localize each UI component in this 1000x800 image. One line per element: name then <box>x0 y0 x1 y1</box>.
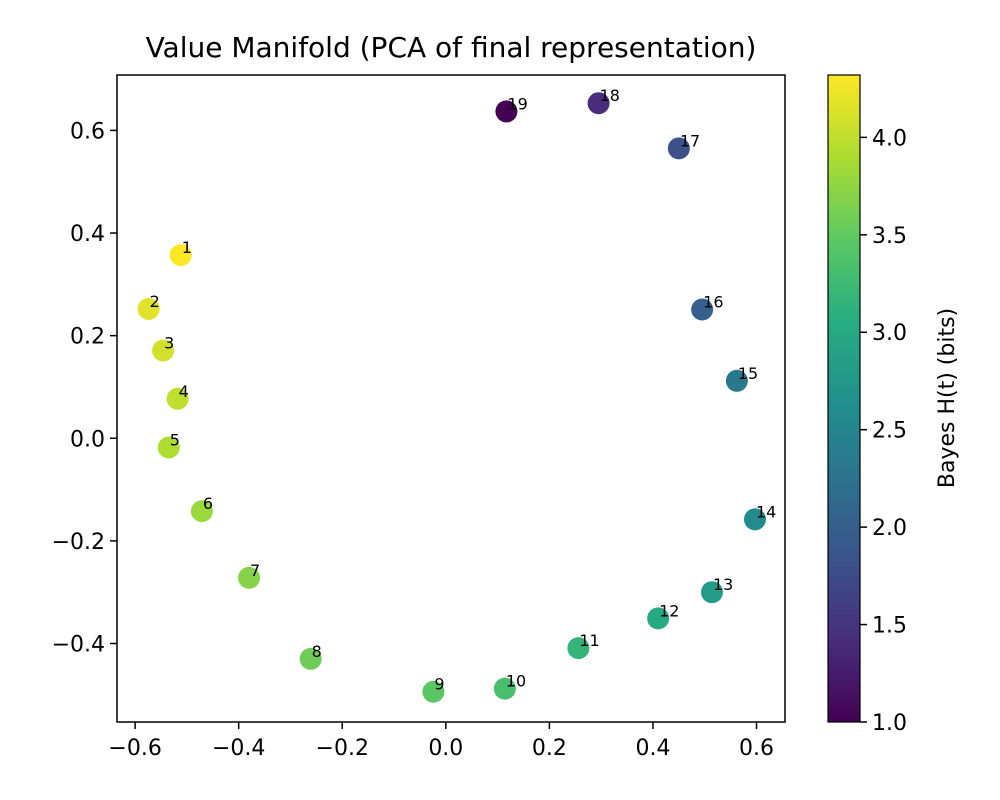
data-point-1 <box>169 244 192 267</box>
point-label-11: 11 <box>579 631 599 650</box>
data-point-6 <box>190 500 213 523</box>
y-tick-label: 0.2 <box>70 325 105 350</box>
colorbar-tick-label: 2.0 <box>872 516 907 541</box>
point-label-4: 4 <box>179 382 189 401</box>
x-tick-label: 0.2 <box>532 736 567 761</box>
point-label-13: 13 <box>713 575 733 594</box>
point-label-10: 10 <box>506 672 526 691</box>
point-label-14: 14 <box>756 502 776 521</box>
data-point-11 <box>567 637 590 660</box>
point-label-15: 15 <box>738 364 758 383</box>
point-label-7: 7 <box>250 561 260 580</box>
x-axis: −0.6 −0.4 −0.2 0.0 0.2 0.4 0.6 <box>108 722 774 761</box>
data-point-15 <box>725 369 748 392</box>
data-point-8 <box>299 647 322 670</box>
chart-title: Value Manifold (PCA of final representat… <box>146 31 757 64</box>
colorbar-tick-label: 4.0 <box>872 126 907 151</box>
point-label-18: 18 <box>600 86 620 105</box>
data-point-12 <box>647 607 670 630</box>
data-point-3 <box>152 339 175 362</box>
x-tick-label: −0.4 <box>212 736 265 761</box>
y-tick-label: −0.2 <box>52 530 105 555</box>
point-label-9: 9 <box>434 675 444 694</box>
data-point-10 <box>493 677 516 700</box>
x-tick-label: 0.4 <box>635 736 670 761</box>
plot-frame <box>116 74 786 723</box>
point-label-19: 19 <box>507 94 527 113</box>
point-label-12: 12 <box>659 601 679 620</box>
y-tick-label: −0.4 <box>52 632 105 657</box>
data-point-18 <box>587 92 610 115</box>
colorbar-tick-label: 3.0 <box>872 321 907 346</box>
x-tick-label: −0.6 <box>108 736 161 761</box>
y-axis: −0.4 −0.2 0.0 0.2 0.4 0.6 <box>52 119 117 657</box>
colorbar-tick-label: 1.5 <box>872 614 907 639</box>
y-tick-label: 0.0 <box>70 427 105 452</box>
point-label-2: 2 <box>150 292 160 311</box>
point-label-6: 6 <box>203 494 213 513</box>
data-point-16 <box>691 298 714 321</box>
point-label-17: 17 <box>680 131 700 150</box>
data-point-13 <box>700 581 723 604</box>
data-point-14 <box>743 508 766 531</box>
x-tick-label: 0.6 <box>739 736 774 761</box>
data-point-7 <box>238 566 261 589</box>
data-point-4 <box>166 387 189 410</box>
data-point-2 <box>137 297 160 320</box>
point-label-5: 5 <box>170 430 180 449</box>
colorbar-axis: 1.0 1.5 2.0 2.5 3.0 3.5 4.0 <box>860 126 907 736</box>
x-tick-label: −0.2 <box>316 736 369 761</box>
colorbar <box>827 74 861 723</box>
point-label-16: 16 <box>703 292 723 311</box>
x-tick-label: 0.0 <box>428 736 463 761</box>
data-point-17 <box>667 137 690 160</box>
point-label-3: 3 <box>164 334 174 353</box>
y-tick-label: 0.6 <box>70 119 105 144</box>
colorbar-tick-label: 2.5 <box>872 419 907 444</box>
colorbar-label: Bayes H(t) (bits) <box>935 308 960 488</box>
point-label-8: 8 <box>312 642 322 661</box>
data-point-19 <box>495 100 518 123</box>
y-tick-label: 0.4 <box>70 222 105 247</box>
point-label-1: 1 <box>182 238 192 257</box>
data-point-9 <box>422 680 445 703</box>
colorbar-tick-label: 1.0 <box>872 711 907 736</box>
data-point-5 <box>157 436 180 459</box>
colorbar-tick-label: 3.5 <box>872 224 907 249</box>
